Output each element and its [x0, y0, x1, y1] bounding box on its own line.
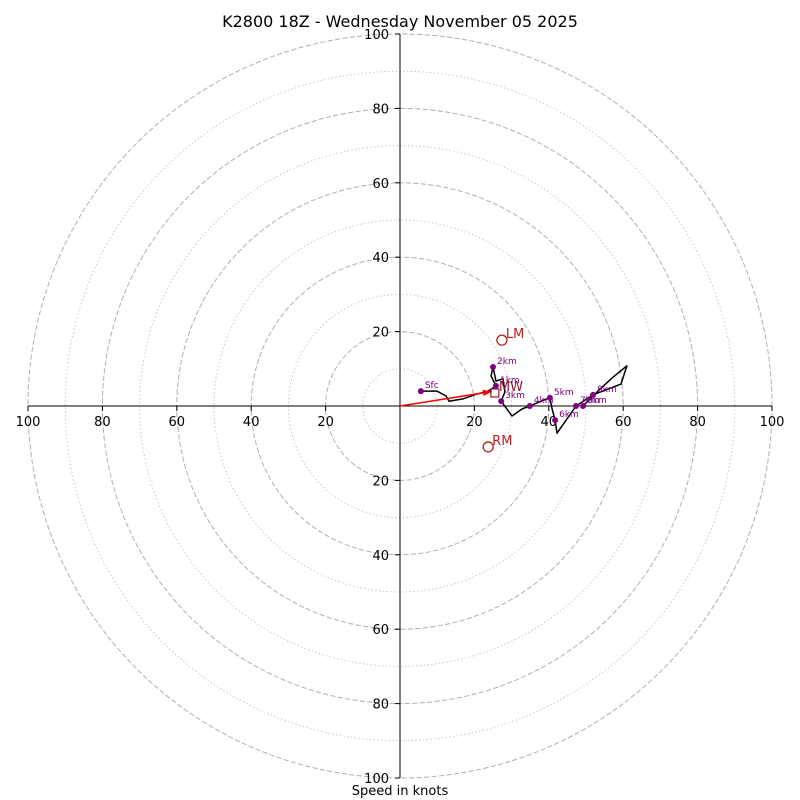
height-marker	[492, 382, 499, 389]
x-tick-label: 20	[466, 415, 483, 430]
height-label: 2km	[497, 357, 517, 367]
x-axis-label: Speed in knots	[352, 784, 449, 799]
height-label: 3km	[505, 391, 525, 401]
y-tick-label: 20	[372, 474, 389, 489]
y-tick-label: 100	[364, 28, 389, 43]
height-marker	[590, 391, 597, 398]
x-tick-label: 80	[94, 415, 111, 430]
x-tick-label: 40	[243, 415, 260, 430]
height-marker	[572, 403, 579, 409]
height-marker	[490, 363, 496, 370]
height-marker	[498, 398, 505, 405]
x-ticks: 100 80 60 40 20 20 40 60 80 100	[16, 406, 785, 430]
y-tick-label: 60	[372, 177, 389, 192]
height-label: 8km	[597, 385, 617, 395]
storm-motion-marker-mw	[490, 388, 500, 398]
height-marker	[526, 403, 533, 409]
height-label: Sfc	[425, 381, 439, 391]
y-tick-label: 20	[372, 326, 389, 341]
height-label: 7km	[580, 396, 600, 406]
motion-vector-line	[399, 390, 493, 407]
storm-motion-marker-rm	[482, 441, 494, 453]
y-tick-label: 80	[372, 698, 389, 713]
storm-motion-markers: LM RM MW	[482, 327, 524, 453]
storm-motion-marker-lm	[496, 334, 508, 346]
height-marker	[546, 394, 553, 401]
storm-motion-label-mw: MW	[499, 380, 523, 395]
height-label: 9km	[587, 396, 607, 406]
y-tick-label: 40	[372, 251, 389, 266]
x-tick-label: 20	[317, 415, 334, 430]
x-tick-label: 60	[169, 415, 186, 430]
x-tick-label: 100	[760, 415, 785, 430]
height-label: 1km	[500, 376, 520, 386]
x-tick-label: 80	[689, 415, 706, 430]
storm-motion-label-rm: RM	[492, 434, 512, 449]
height-label: 5km	[554, 388, 574, 398]
height-marker	[552, 417, 559, 424]
y-ticks: 100 80 60 40 20 20 40 60 80 100	[364, 28, 400, 787]
height-marker	[580, 403, 587, 409]
y-tick-label: 60	[372, 623, 389, 638]
y-tick-label: 80	[372, 102, 389, 117]
height-marker	[417, 388, 424, 395]
y-tick-label: 100	[364, 772, 389, 787]
chart-title: K2800 18Z - Wednesday November 05 2025	[222, 12, 578, 31]
y-tick-label: 40	[372, 549, 389, 564]
storm-motion-label-lm: LM	[506, 327, 524, 342]
hodograph-trace	[420, 365, 628, 434]
motion-vector-arrowhead	[482, 389, 492, 397]
height-label: 6km	[559, 410, 579, 420]
hodograph-trace-line	[420, 365, 628, 434]
x-tick-label: 100	[16, 415, 41, 430]
height-label: 4km	[534, 396, 554, 406]
motion-vector	[399, 389, 493, 407]
x-tick-label: 60	[615, 415, 632, 430]
